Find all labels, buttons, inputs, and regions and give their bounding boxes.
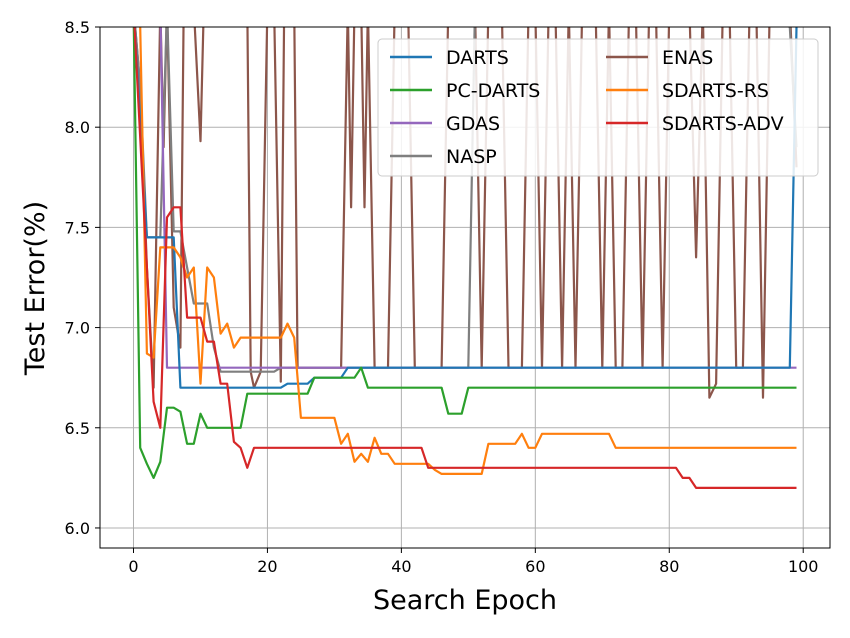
ticks: 0 20 40 60 80 100 6.0 6.5 7.0 7.5 8.0 8.5: [65, 18, 819, 576]
x-tick-label: 0: [128, 557, 138, 576]
legend-label: PC-DARTS: [446, 80, 540, 102]
series-line-pc-darts: [132, 27, 797, 479]
legend-label: NASP: [446, 146, 497, 168]
legend-box: [377, 38, 819, 177]
plot-frame: [99, 26, 831, 549]
y-tick-label: 7.0: [65, 319, 90, 338]
x-tick-label: 20: [257, 557, 277, 576]
y-axis-label: Test Error(%): [20, 201, 51, 376]
legend-label: SDARTS-RS: [662, 80, 769, 102]
legend-label: GDAS: [446, 113, 500, 135]
x-tick-label: 60: [525, 557, 545, 576]
y-tick-label: 8.0: [65, 118, 90, 137]
series-line-darts: [133, 27, 798, 389]
y-tick-label: 6.5: [65, 419, 90, 438]
x-tick-label: 40: [391, 557, 411, 576]
y-tick-label: 7.5: [65, 218, 90, 237]
y-tick-label: 8.5: [65, 18, 90, 37]
legend-label: ENAS: [662, 47, 713, 69]
x-tick-label: 100: [788, 557, 819, 576]
x-tick-label: 80: [659, 557, 679, 576]
x-axis-label: Search Epoch: [373, 585, 557, 616]
series-line-sdarts-adv: [133, 27, 797, 489]
legend: DARTS PC-DARTS GDAS NASP ENAS SDARTS-RS SDARTS…: [377, 38, 819, 177]
y-tick-label: 6.0: [65, 519, 90, 538]
legend-label: DARTS: [446, 47, 509, 69]
legend-label: SDARTS-ADV: [662, 113, 784, 135]
